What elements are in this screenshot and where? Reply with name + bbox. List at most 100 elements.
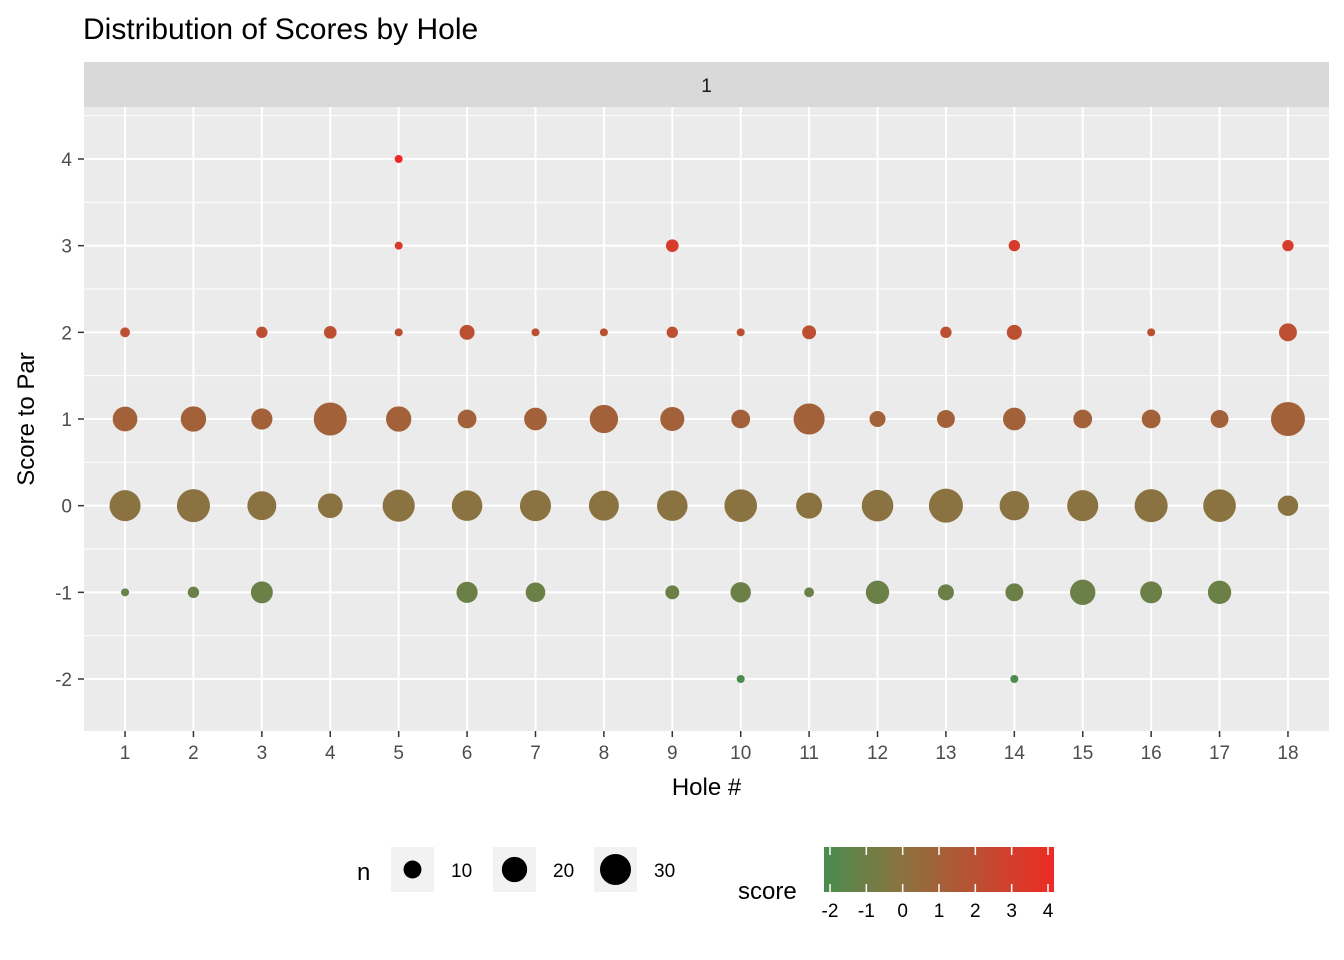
x-tick-label: 6 — [462, 743, 473, 764]
size-legend-symbol — [599, 853, 632, 886]
data-point — [394, 154, 403, 164]
data-point — [724, 489, 757, 522]
data-point — [519, 490, 552, 522]
x-tick-label: 10 — [730, 743, 751, 764]
data-point — [730, 582, 751, 603]
data-point — [1282, 239, 1294, 252]
color-legend-label: 2 — [970, 901, 981, 922]
color-legend-label: -1 — [858, 901, 875, 922]
data-point — [313, 402, 347, 436]
data-point — [1008, 239, 1020, 252]
x-tick-label: 2 — [188, 743, 199, 764]
y-tick-label: 3 — [61, 237, 72, 258]
data-point — [386, 406, 412, 432]
color-legend-title: score — [738, 878, 797, 905]
data-point — [256, 326, 268, 339]
x-tick-label: 14 — [1004, 743, 1026, 764]
data-point — [1002, 407, 1026, 431]
data-point — [928, 488, 963, 523]
data-point — [1010, 674, 1019, 684]
x-tick-label: 18 — [1277, 743, 1298, 764]
y-tick-label: -1 — [55, 583, 72, 604]
x-tick-label: 7 — [530, 743, 541, 764]
data-point — [531, 328, 540, 337]
data-point — [459, 324, 475, 340]
x-tick-label: 3 — [257, 743, 268, 764]
size-legend: n 10 20 30 — [357, 847, 675, 892]
y-axis: -2 -1 0 1 2 3 4 — [55, 150, 84, 691]
data-point — [1141, 409, 1161, 429]
size-legend-label: 20 — [553, 861, 574, 882]
data-point — [599, 328, 608, 337]
data-point — [317, 493, 343, 519]
data-point — [382, 489, 415, 522]
x-tick-label: 17 — [1209, 743, 1230, 764]
x-axis-title: Hole # — [672, 774, 742, 801]
x-tick-label: 5 — [393, 743, 404, 764]
y-tick-label: -2 — [55, 670, 72, 691]
data-point — [1270, 402, 1305, 436]
data-point — [861, 489, 894, 522]
color-legend-label: 4 — [1043, 901, 1054, 922]
data-point — [999, 490, 1030, 521]
x-tick-label: 16 — [1141, 743, 1162, 764]
y-axis-title: Score to Par — [13, 352, 40, 485]
data-point — [1203, 489, 1236, 522]
data-point — [180, 406, 207, 432]
data-point — [524, 407, 547, 431]
data-point — [525, 582, 546, 603]
x-tick-label: 13 — [935, 743, 956, 764]
y-tick-label: 0 — [61, 497, 72, 518]
data-point — [940, 326, 952, 339]
data-point — [1207, 580, 1232, 605]
data-point — [1210, 410, 1229, 428]
data-point — [657, 490, 688, 521]
color-legend-label: -2 — [822, 901, 839, 922]
color-legend-label: 3 — [1006, 901, 1017, 922]
data-point — [736, 328, 745, 337]
data-point — [1278, 323, 1297, 342]
data-point — [731, 409, 751, 429]
x-tick-label: 1 — [120, 743, 131, 764]
size-legend-symbol — [403, 860, 422, 879]
data-point — [869, 410, 886, 428]
data-point — [937, 584, 954, 601]
data-point — [589, 404, 619, 434]
data-point — [1277, 495, 1299, 516]
data-point — [323, 325, 337, 339]
data-point — [865, 580, 890, 605]
data-point — [112, 406, 138, 432]
y-tick-label: 1 — [61, 410, 72, 431]
y-tick-label: 4 — [61, 150, 72, 171]
data-point — [660, 406, 685, 432]
data-point — [247, 491, 277, 521]
data-point — [451, 490, 483, 521]
data-point — [802, 325, 817, 340]
color-legend-label: 1 — [934, 901, 945, 922]
x-tick-label: 9 — [667, 743, 678, 764]
data-point — [250, 581, 273, 604]
data-point — [665, 585, 680, 600]
data-point — [936, 410, 955, 428]
data-point — [394, 328, 403, 337]
x-tick-label: 12 — [867, 743, 888, 764]
data-point — [665, 239, 679, 253]
x-tick-label: 15 — [1072, 743, 1093, 764]
data-point — [1067, 490, 1099, 522]
data-point — [1140, 581, 1163, 604]
data-point — [1134, 489, 1168, 523]
facet-label: 1 — [701, 76, 712, 97]
data-point — [796, 492, 823, 519]
data-point — [176, 489, 210, 523]
size-legend-label: 10 — [451, 861, 472, 882]
x-tick-label: 8 — [599, 743, 610, 764]
data-points — [109, 154, 1305, 684]
data-point — [109, 490, 141, 522]
facet-strip — [84, 62, 1329, 107]
data-point — [120, 327, 130, 338]
data-point — [804, 587, 815, 598]
data-point — [1070, 579, 1096, 606]
color-legend: score -2 -1 0 1 2 3 4 — [738, 847, 1054, 922]
data-point — [1005, 583, 1024, 602]
